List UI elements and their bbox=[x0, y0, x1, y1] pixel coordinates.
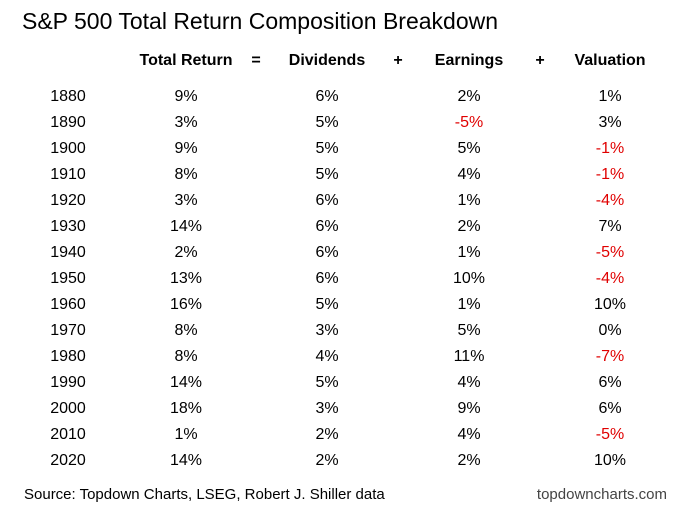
value-cell: 16% bbox=[169, 296, 203, 313]
value-cell: -4% bbox=[595, 270, 625, 287]
value-cell: 1% bbox=[598, 88, 622, 105]
year-cell: 1900 bbox=[50, 140, 86, 157]
title: S&P 500 Total Return Composition Breakdo… bbox=[22, 8, 499, 34]
value-cell: 5% bbox=[457, 322, 481, 339]
value-cell: 7% bbox=[598, 218, 622, 235]
value-cell: 2% bbox=[315, 426, 339, 443]
value-cell: 2% bbox=[315, 452, 339, 469]
value-cell: 14% bbox=[169, 218, 203, 235]
value-cell: 2% bbox=[457, 88, 481, 105]
source-note: Source: Topdown Charts, LSEG, Robert J. … bbox=[24, 486, 385, 503]
value-cell: 5% bbox=[457, 140, 481, 157]
value-cell: -4% bbox=[595, 192, 625, 209]
year-cell: 1880 bbox=[50, 88, 86, 105]
year-cell: 2000 bbox=[50, 400, 86, 417]
value-cell: 8% bbox=[174, 348, 198, 365]
value-cell: 6% bbox=[598, 374, 622, 391]
year-cell: 1920 bbox=[50, 192, 86, 209]
year-cell: 1940 bbox=[50, 244, 86, 261]
column-header: Earnings bbox=[434, 52, 504, 69]
value-cell: 2% bbox=[457, 452, 481, 469]
value-cell: 3% bbox=[174, 114, 198, 131]
value-cell: -1% bbox=[595, 166, 625, 183]
value-cell: 2% bbox=[174, 244, 198, 261]
year-cell: 1950 bbox=[50, 270, 86, 287]
value-cell: 4% bbox=[315, 348, 339, 365]
column-header: + bbox=[393, 52, 403, 69]
column-header: + bbox=[535, 52, 545, 69]
year-cell: 1890 bbox=[50, 114, 86, 131]
year-cell: 1980 bbox=[50, 348, 86, 365]
value-cell: 6% bbox=[315, 192, 339, 209]
year-cell: 1960 bbox=[50, 296, 86, 313]
year-cell: 1930 bbox=[50, 218, 86, 235]
value-cell: 6% bbox=[315, 244, 339, 261]
value-cell: 5% bbox=[315, 374, 339, 391]
value-cell: 10% bbox=[593, 452, 627, 469]
year-cell: 1910 bbox=[50, 166, 86, 183]
value-cell: -7% bbox=[595, 348, 625, 365]
value-cell: 18% bbox=[169, 400, 203, 417]
value-cell: 9% bbox=[457, 400, 481, 417]
value-cell: -1% bbox=[595, 140, 625, 157]
year-cell: 2010 bbox=[50, 426, 86, 443]
value-cell: 1% bbox=[457, 296, 481, 313]
value-cell: -5% bbox=[595, 426, 625, 443]
site-credit: topdowncharts.com bbox=[536, 486, 667, 503]
value-cell: 5% bbox=[315, 296, 339, 313]
value-cell: 10% bbox=[593, 296, 627, 313]
column-header: Dividends bbox=[288, 52, 366, 69]
value-cell: 14% bbox=[169, 452, 203, 469]
year-cell: 1970 bbox=[50, 322, 86, 339]
value-cell: 5% bbox=[315, 114, 339, 131]
value-cell: 9% bbox=[174, 88, 198, 105]
year-cell: 1990 bbox=[50, 374, 86, 391]
value-cell: 4% bbox=[457, 426, 481, 443]
value-cell: 1% bbox=[457, 244, 481, 261]
value-cell: 1% bbox=[174, 426, 198, 443]
value-cell: 8% bbox=[174, 166, 198, 183]
value-cell: 2% bbox=[457, 218, 481, 235]
value-cell: 5% bbox=[315, 140, 339, 157]
value-cell: 13% bbox=[169, 270, 203, 287]
value-cell: 3% bbox=[315, 322, 339, 339]
column-header: Total Return bbox=[139, 52, 233, 69]
value-cell: -5% bbox=[595, 244, 625, 261]
column-header: = bbox=[251, 52, 261, 69]
year-cell: 2020 bbox=[50, 452, 86, 469]
value-cell: 14% bbox=[169, 374, 203, 391]
value-cell: 4% bbox=[457, 374, 481, 391]
column-header: Valuation bbox=[574, 52, 646, 69]
value-cell: 1% bbox=[457, 192, 481, 209]
value-cell: 10% bbox=[452, 270, 486, 287]
value-cell: 11% bbox=[453, 348, 485, 365]
value-cell: 4% bbox=[457, 166, 481, 183]
value-cell: 6% bbox=[315, 218, 339, 235]
value-cell: 3% bbox=[315, 400, 339, 417]
value-cell: 3% bbox=[598, 114, 622, 131]
value-cell: 9% bbox=[174, 140, 198, 157]
value-cell: -5% bbox=[454, 114, 484, 131]
value-cell: 3% bbox=[174, 192, 198, 209]
value-cell: 6% bbox=[315, 270, 339, 287]
value-cell: 6% bbox=[598, 400, 622, 417]
value-cell: 0% bbox=[598, 322, 622, 339]
value-cell: 5% bbox=[315, 166, 339, 183]
value-cell: 6% bbox=[315, 88, 339, 105]
value-cell: 8% bbox=[174, 322, 198, 339]
